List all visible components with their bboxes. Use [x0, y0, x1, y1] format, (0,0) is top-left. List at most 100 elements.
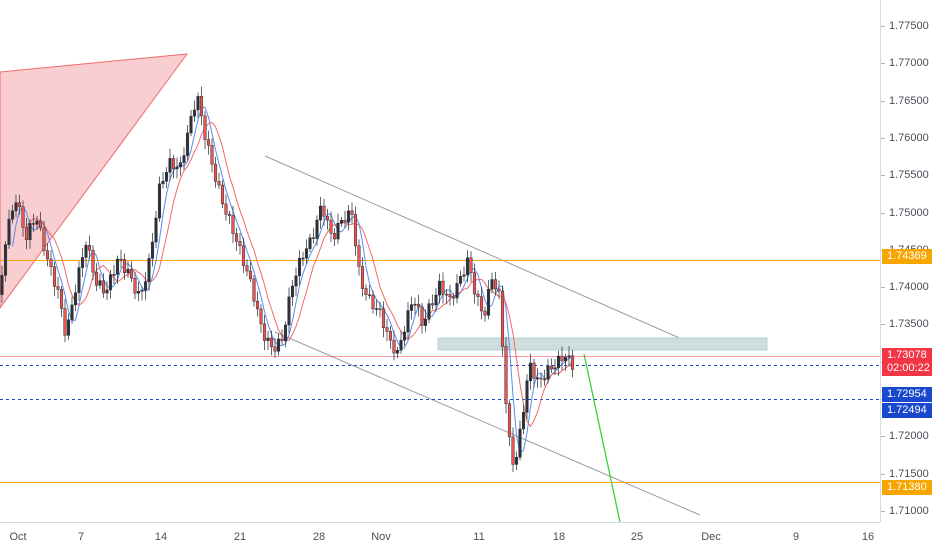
candle-body[interactable]: [157, 183, 162, 219]
candle-body[interactable]: [255, 300, 260, 310]
channel-upper-line[interactable]: [264, 155, 701, 348]
candle-body[interactable]: [206, 139, 211, 146]
candle-body[interactable]: [339, 220, 344, 224]
candle-body[interactable]: [315, 219, 319, 239]
candle-body[interactable]: [7, 218, 11, 245]
candle-body[interactable]: [360, 266, 365, 289]
candle-body[interactable]: [346, 210, 351, 223]
candle-body[interactable]: [532, 362, 536, 379]
candle-body[interactable]: [511, 436, 515, 465]
candle-body[interactable]: [276, 338, 281, 352]
candle-body[interactable]: [549, 365, 554, 370]
candle-body[interactable]: [14, 202, 18, 212]
candle-body[interactable]: [388, 331, 393, 341]
candle-body[interactable]: [143, 281, 148, 291]
candle-body[interactable]: [35, 220, 39, 225]
candle-body[interactable]: [122, 259, 127, 274]
candle-body[interactable]: [336, 223, 340, 240]
candle-body[interactable]: [52, 266, 57, 287]
candle-body[interactable]: [423, 318, 428, 326]
candle-body[interactable]: [273, 346, 277, 352]
candle-body[interactable]: [115, 258, 120, 275]
candle-body[interactable]: [535, 377, 540, 380]
candle-body[interactable]: [105, 289, 109, 294]
candle-body[interactable]: [507, 403, 512, 438]
time-axis[interactable]: Oct 7 14 21 28 Nov 11 18 25 Dec 9 16: [0, 522, 880, 551]
candle-body[interactable]: [455, 283, 459, 299]
candle-body[interactable]: [70, 304, 74, 321]
candle-body[interactable]: [42, 227, 46, 251]
candle-body[interactable]: [59, 289, 64, 309]
candle-body[interactable]: [521, 412, 526, 430]
candle-body[interactable]: [374, 308, 379, 310]
candle-body[interactable]: [493, 279, 498, 290]
candle-body[interactable]: [322, 205, 326, 217]
candle-body[interactable]: [381, 308, 386, 328]
candle-body[interactable]: [416, 303, 421, 308]
price-axis[interactable]: 1.77500 1.77000 1.76500 1.76000 1.75500 1.750…: [880, 0, 932, 522]
candle-body[interactable]: [444, 293, 449, 296]
candle-body[interactable]: [248, 270, 253, 280]
candle-body[interactable]: [234, 233, 239, 242]
candle-body[interactable]: [518, 428, 522, 458]
candle-body[interactable]: [343, 220, 347, 223]
candle-body[interactable]: [311, 237, 316, 239]
resistance-zone[interactable]: [437, 337, 768, 351]
candle-body[interactable]: [94, 271, 99, 286]
candle-body[interactable]: [98, 280, 102, 286]
candle-body[interactable]: [392, 339, 396, 354]
candle-body[interactable]: [0, 275, 4, 295]
candle-body[interactable]: [451, 296, 456, 299]
candle-body[interactable]: [294, 275, 298, 287]
candle-body[interactable]: [252, 278, 256, 302]
candle-body[interactable]: [465, 257, 470, 276]
candle-body[interactable]: [448, 294, 452, 297]
candle-body[interactable]: [539, 377, 543, 380]
candle-body[interactable]: [437, 280, 442, 296]
candle-body[interactable]: [406, 310, 410, 333]
candle-body[interactable]: [385, 327, 389, 332]
candle-body[interactable]: [133, 277, 137, 294]
candle-body[interactable]: [378, 308, 382, 310]
candle-body[interactable]: [63, 308, 67, 336]
candle-body[interactable]: [168, 158, 172, 173]
candle-body[interactable]: [399, 339, 403, 351]
candle-body[interactable]: [283, 324, 288, 342]
candle-body[interactable]: [434, 294, 438, 306]
candle-body[interactable]: [220, 184, 225, 205]
candle-body[interactable]: [560, 355, 564, 362]
candle-body[interactable]: [556, 355, 561, 368]
candle-body[interactable]: [38, 220, 43, 229]
candle-body[interactable]: [262, 323, 267, 341]
channel-lower-line[interactable]: [274, 331, 701, 516]
candle-body[interactable]: [528, 362, 533, 382]
candle-body[interactable]: [490, 279, 494, 290]
candle-body[interactable]: [73, 292, 78, 306]
candle-body[interactable]: [462, 274, 466, 277]
candle-body[interactable]: [287, 296, 291, 326]
candle-body[interactable]: [472, 272, 477, 295]
candle-body[interactable]: [542, 378, 547, 381]
candle-body[interactable]: [525, 380, 529, 413]
candle-body[interactable]: [420, 306, 424, 326]
candle-body[interactable]: [108, 274, 113, 291]
candle-body[interactable]: [49, 258, 53, 268]
candle-body[interactable]: [483, 310, 487, 316]
candle-body[interactable]: [77, 267, 81, 294]
candle-body[interactable]: [101, 280, 106, 294]
candle-body[interactable]: [241, 245, 246, 266]
candle-body[interactable]: [45, 250, 50, 260]
candle-body[interactable]: [227, 213, 232, 216]
candle-body[interactable]: [325, 216, 330, 221]
candle-body[interactable]: [185, 132, 190, 156]
candle-body[interactable]: [301, 257, 305, 260]
candle-body[interactable]: [84, 244, 88, 258]
candle-body[interactable]: [329, 219, 333, 234]
candle-body[interactable]: [231, 215, 235, 234]
candle-body[interactable]: [56, 286, 60, 290]
candle-body[interactable]: [290, 285, 295, 298]
candle-body[interactable]: [192, 109, 197, 117]
candle-body[interactable]: [479, 296, 484, 312]
candle-body[interactable]: [171, 158, 176, 170]
candle-body[interactable]: [266, 337, 270, 341]
